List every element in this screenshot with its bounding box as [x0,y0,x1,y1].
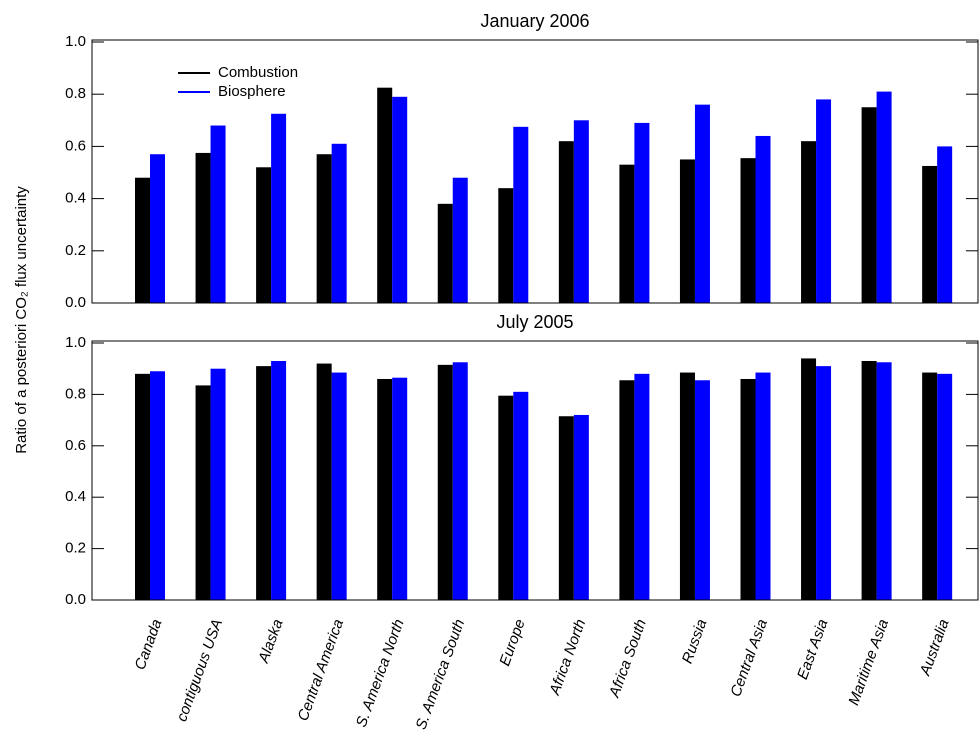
bar [755,372,771,600]
chart-title: July 2005 [496,312,573,332]
y-tick-label: 0.0 [65,591,86,608]
bar [816,366,832,600]
bar [377,378,393,600]
plot-frame [91,39,979,304]
y-tick-label: 0.8 [65,85,86,102]
bar [256,366,272,600]
x-tick-label: Central America [295,617,348,723]
bar [377,87,393,303]
bar [135,177,150,303]
bar [573,120,589,303]
bar [558,416,574,600]
y-tick-label: 0.2 [65,242,86,259]
bar [694,380,710,600]
bar [513,126,529,303]
bar [150,154,165,303]
legend-label: Biosphere [218,83,286,100]
bar [861,360,877,600]
bar [331,143,347,303]
bar [195,385,211,600]
bar [135,373,150,600]
bar [679,159,695,303]
y-tick-label: 0.4 [65,488,86,505]
x-tick-label: S. America North [353,617,408,730]
bar [316,363,332,600]
x-tick-label: Canada [132,617,166,672]
bar [679,372,695,600]
bar [150,371,165,600]
bar [937,373,953,600]
bar [210,125,226,304]
bar [437,364,453,600]
x-tick-label: Europe [496,617,529,668]
bar [816,99,832,303]
bar [801,141,817,303]
bar [271,113,287,304]
bar [922,165,938,303]
y-tick-label: 0.6 [65,137,86,154]
bar [437,203,453,303]
bar [210,368,226,600]
bar [558,141,574,303]
bar [498,395,514,600]
y-tick-label: 1.0 [65,334,86,351]
bar [937,146,953,303]
bar [331,372,347,600]
y-tick-label: 0.6 [65,437,86,454]
bar [256,167,272,303]
x-tick-label: S. America South [413,617,469,732]
bar [740,378,756,600]
x-tick-label: Maritime Asia [845,617,892,708]
y-tick-label: 0.2 [65,540,86,557]
x-tick-label: East Asia [794,617,831,682]
x-tick-label: Central Asia [727,617,771,699]
bar [573,414,589,600]
plot-frame [91,340,979,601]
bar [498,188,514,303]
x-tick-label: contiguous USA [173,617,226,724]
chart-title: January 2006 [480,11,589,31]
bar [392,96,408,303]
bar [452,177,468,303]
bar [876,362,892,600]
bar [452,362,468,600]
y-axis-label: Ratio of a posteriori CO₂ flux uncertain… [13,186,30,454]
bar [740,158,756,303]
bar [316,154,332,303]
legend-label: Combustion [218,64,298,81]
x-tick-label: Africa North [546,617,589,698]
y-tick-label: 0.4 [65,190,86,207]
x-tick-label: Alaska [255,617,287,666]
bar [513,391,529,600]
bar [619,164,635,303]
y-tick-label: 1.0 [65,33,86,50]
bar [694,104,710,303]
bar [801,358,817,600]
bar [271,360,287,600]
y-tick-label: 0.8 [65,385,86,402]
bar [861,107,877,303]
bar [634,122,650,303]
x-tick-label: Australia [916,617,952,679]
bar [755,135,771,303]
bar [634,373,650,600]
bar [619,380,635,600]
bar [195,152,211,303]
bar [876,91,892,303]
x-tick-label: Russia [679,617,711,666]
bar [392,377,408,600]
bar [922,372,938,600]
x-tick-label: Africa South [606,617,650,701]
y-tick-label: 0.0 [65,294,86,311]
